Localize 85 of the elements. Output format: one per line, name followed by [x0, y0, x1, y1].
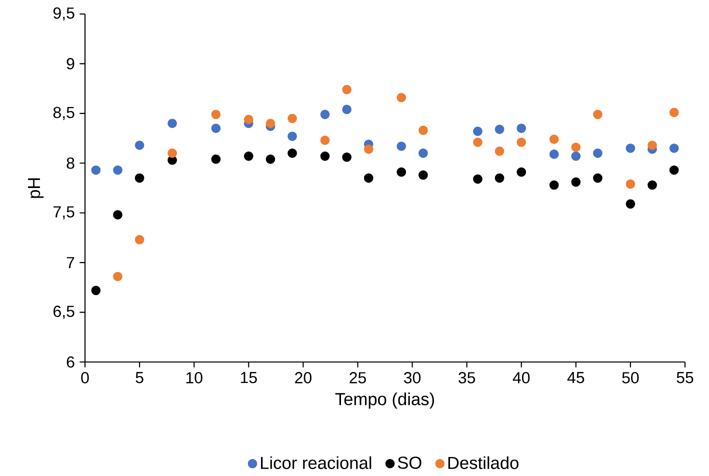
x-tick-label: 20: [295, 372, 312, 384]
point: [626, 179, 636, 189]
x-axis-title: Tempo (dias): [335, 392, 434, 409]
point: [342, 104, 352, 114]
point: [134, 173, 144, 183]
legend-label: Destilado: [448, 456, 518, 470]
point: [593, 173, 602, 183]
point: [494, 146, 504, 156]
point: [648, 180, 657, 190]
y-tick-label: 6,5: [54, 306, 74, 319]
point: [593, 148, 602, 158]
y-tick-label: 9: [66, 58, 74, 70]
point: [396, 92, 406, 102]
x-tick-label: 55: [676, 372, 694, 384]
point: [211, 154, 221, 164]
point: [244, 152, 254, 161]
point: [571, 177, 581, 187]
y-tick-label: 6: [66, 356, 74, 368]
point: [168, 148, 177, 158]
point: [473, 126, 482, 136]
point: [669, 108, 679, 118]
point: [549, 150, 559, 159]
point: [418, 126, 428, 136]
point: [473, 174, 482, 184]
x-tick-label: 35: [458, 372, 476, 384]
x-tick-label: 10: [186, 372, 202, 384]
point: [91, 165, 101, 175]
y-tick-label: 7: [66, 257, 74, 268]
x-tick-label: 15: [240, 372, 257, 384]
point: [549, 180, 559, 190]
point: [516, 124, 526, 134]
point: [396, 167, 406, 177]
point: [342, 84, 352, 94]
point: [113, 210, 122, 220]
x-tick-label: 30: [404, 372, 421, 384]
point: [494, 124, 504, 134]
point: [571, 152, 581, 161]
point: [669, 165, 679, 175]
point: [266, 154, 276, 164]
point: [134, 235, 144, 244]
y-axis-title: pH: [28, 178, 44, 198]
point: [473, 138, 482, 147]
x-tick-label: 45: [567, 372, 584, 384]
x-tick-label: 25: [350, 372, 366, 384]
point: [211, 124, 221, 134]
x-tick-label: 40: [512, 372, 530, 384]
point: [168, 118, 177, 128]
point: [549, 134, 559, 144]
point: [113, 165, 122, 175]
point: [288, 114, 297, 124]
point: [320, 136, 330, 145]
y-tick-label: 8: [66, 157, 74, 169]
y-tick-label: 8,5: [53, 106, 74, 120]
point: [91, 286, 101, 296]
y-tick-label: 9,5: [53, 7, 74, 21]
point: [396, 142, 406, 151]
point: [364, 173, 374, 183]
point: [288, 132, 297, 141]
point: [669, 144, 679, 153]
point: [516, 167, 526, 177]
point: [288, 148, 297, 158]
point: [593, 110, 602, 120]
point: [364, 144, 374, 154]
point: [342, 152, 352, 162]
x-tick-label: 5: [136, 372, 144, 384]
point: [320, 152, 330, 161]
legend-label: SO: [398, 456, 422, 469]
point: [418, 170, 428, 180]
point: [113, 272, 122, 282]
point: [626, 199, 636, 209]
x-tick-label: 0: [81, 372, 89, 384]
x-tick-label: 50: [622, 372, 639, 384]
point: [626, 144, 636, 153]
legend-label: Licor reacional: [261, 456, 372, 470]
point: [516, 138, 526, 147]
point: [494, 173, 504, 183]
point: [244, 114, 254, 124]
point: [320, 110, 330, 120]
point: [211, 110, 221, 120]
point: [134, 140, 144, 150]
point: [418, 148, 428, 158]
point: [266, 118, 276, 128]
y-tick-label: 7,5: [54, 206, 74, 220]
point: [648, 140, 657, 150]
point: [571, 142, 581, 152]
